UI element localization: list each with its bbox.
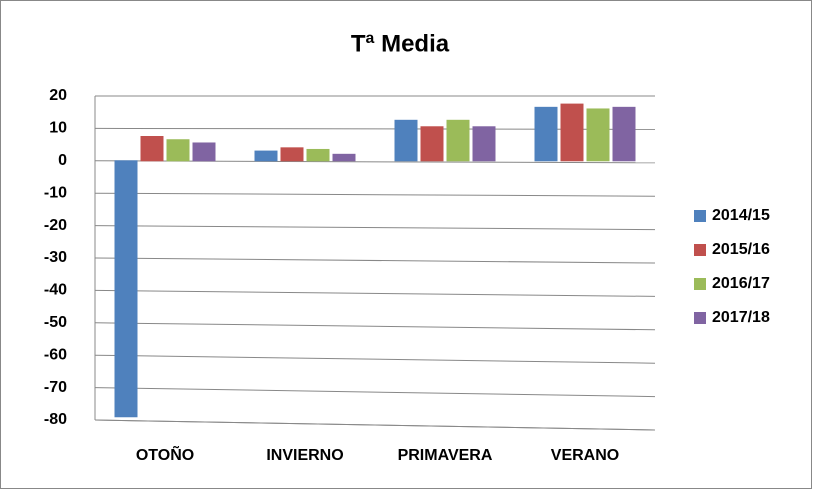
bar xyxy=(254,150,278,162)
x-tick-label: INVIERNO xyxy=(266,447,343,464)
legend-label: 2015/16 xyxy=(712,241,770,258)
y-tick-label: -80 xyxy=(44,411,67,428)
bar xyxy=(394,119,418,162)
y-tick-label: -30 xyxy=(44,249,67,266)
grid-line xyxy=(94,354,656,364)
grid-line xyxy=(94,419,656,431)
grid-line xyxy=(94,322,656,331)
y-tick-label: -20 xyxy=(44,217,67,234)
grid-line xyxy=(94,192,656,197)
y-tick-label: 20 xyxy=(49,87,67,104)
bar xyxy=(166,139,190,162)
grid-line xyxy=(94,387,656,398)
x-tick-label: VERANO xyxy=(551,447,619,464)
bar xyxy=(472,126,496,162)
x-tick-label: PRIMAVERA xyxy=(398,447,493,464)
legend-swatch xyxy=(694,210,706,222)
bar xyxy=(192,142,216,162)
y-tick-label: -40 xyxy=(44,282,67,299)
y-tick-label: -70 xyxy=(44,379,67,396)
x-tick-label: OTOÑO xyxy=(136,444,194,464)
bar xyxy=(140,136,164,162)
legend-swatch xyxy=(694,278,706,290)
legend-swatch xyxy=(694,312,706,324)
y-tick-label: -10 xyxy=(44,184,67,201)
bar xyxy=(446,119,470,162)
bar xyxy=(534,106,558,162)
bar xyxy=(612,106,636,162)
y-tick-label: -50 xyxy=(44,314,67,331)
bar xyxy=(306,148,330,162)
chart-title: Tª Media xyxy=(351,30,450,57)
bar xyxy=(560,103,584,162)
grid-line xyxy=(94,289,656,297)
grid-line xyxy=(94,225,656,231)
y-tick-label: 0 xyxy=(58,152,67,169)
y-tick-label: 10 xyxy=(49,120,67,137)
y-tick-label: -60 xyxy=(44,346,67,363)
grid-line xyxy=(94,257,656,264)
legend-label: 2016/17 xyxy=(712,275,770,292)
bar xyxy=(280,147,304,162)
legend-label: 2014/15 xyxy=(712,207,770,224)
bar xyxy=(420,126,444,162)
bar xyxy=(114,160,138,418)
legend-label: 2017/18 xyxy=(712,309,770,326)
bar xyxy=(586,108,610,162)
legend-swatch xyxy=(694,244,706,256)
bar xyxy=(332,153,356,162)
